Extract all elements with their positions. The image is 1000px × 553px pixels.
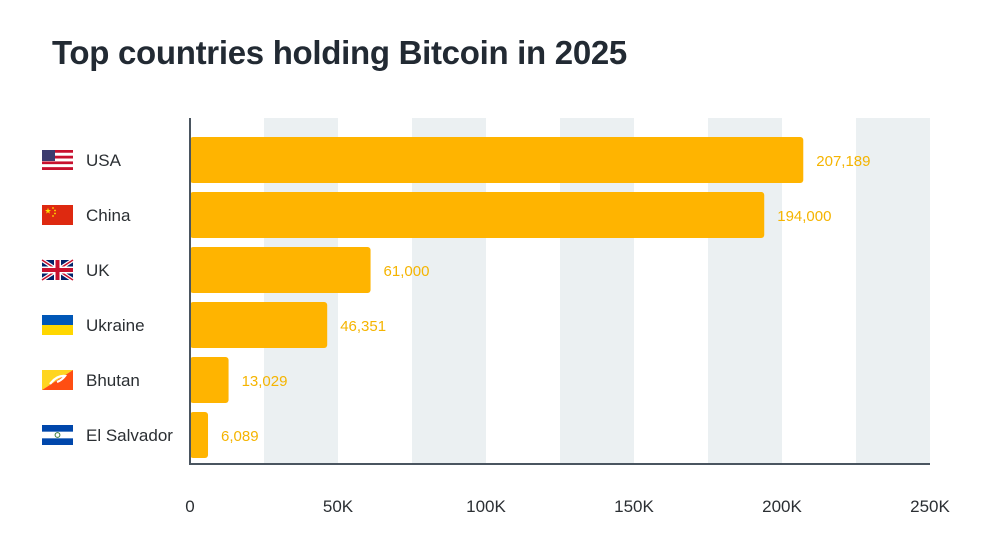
x-tick-label: 200K — [762, 497, 802, 516]
usa-flag-icon — [42, 150, 73, 170]
bar-usa — [190, 137, 804, 183]
category-label: China — [86, 206, 131, 225]
bar-bhutan — [190, 357, 229, 403]
china-flag-icon — [42, 205, 73, 225]
value-label: 194,000 — [777, 208, 831, 225]
value-label: 46,351 — [340, 318, 386, 335]
x-tick-label: 100K — [466, 497, 506, 516]
bar-el-salvador — [190, 412, 209, 458]
bar-china — [190, 192, 765, 238]
category-label: El Salvador — [86, 426, 173, 445]
category-label: USA — [86, 151, 122, 170]
x-tick-label: 50K — [323, 497, 354, 516]
ukraine-flag-icon — [42, 315, 73, 335]
category-label: Ukraine — [86, 316, 145, 335]
value-label: 61,000 — [384, 263, 430, 280]
x-tick-label: 250K — [910, 497, 950, 516]
x-tick-label: 150K — [614, 497, 654, 516]
x-tick-label: 0 — [185, 497, 194, 516]
el-salvador-flag-icon — [42, 425, 73, 445]
bar-uk — [190, 247, 371, 293]
value-label: 13,029 — [242, 373, 288, 390]
chart-title: Top countries holding Bitcoin in 2025 — [52, 34, 627, 71]
grid-band — [856, 118, 930, 464]
value-label: 207,189 — [816, 153, 870, 170]
category-label: UK — [86, 261, 110, 280]
value-label: 6,089 — [221, 428, 259, 445]
uk-flag-icon — [40, 258, 75, 282]
bar-ukraine — [190, 302, 328, 348]
bhutan-flag-icon — [42, 370, 73, 390]
category-label: Bhutan — [86, 371, 140, 390]
